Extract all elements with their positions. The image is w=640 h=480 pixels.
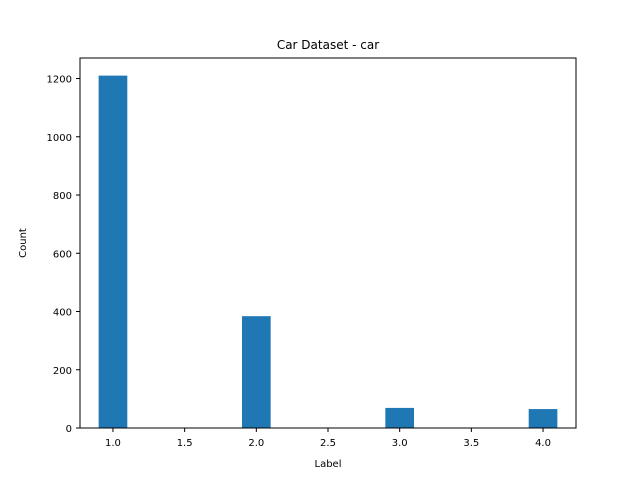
y-tick-label: 1200 — [47, 75, 72, 86]
x-axis-ticks: 1.0 1.5 2.0 2.5 3.0 3.5 4.0 — [105, 428, 551, 449]
chart-title: Car Dataset - car — [277, 38, 379, 52]
bars-group — [98, 75, 558, 428]
x-tick-label: 2.0 — [248, 438, 264, 449]
x-tick-label: 3.0 — [392, 438, 408, 449]
x-axis-label: Label — [315, 459, 342, 470]
x-tick-label: 2.5 — [320, 438, 336, 449]
y-tick-label: 0 — [66, 424, 72, 435]
x-tick-label: 1.5 — [177, 438, 193, 449]
y-tick-label: 200 — [53, 366, 72, 377]
bar-3 — [528, 409, 558, 428]
x-tick-label: 3.5 — [463, 438, 479, 449]
bar-1 — [241, 316, 271, 428]
x-tick-label: 4.0 — [535, 438, 551, 449]
y-tick-label: 600 — [53, 249, 72, 260]
y-tick-label: 1000 — [47, 133, 72, 144]
y-tick-label: 800 — [53, 191, 72, 202]
x-tick-label: 1.0 — [105, 438, 121, 449]
y-axis-label: Count — [18, 228, 29, 258]
y-tick-label: 400 — [53, 308, 72, 319]
bar-0 — [98, 75, 128, 428]
y-axis-ticks: 0 200 400 600 800 1000 1200 — [47, 75, 80, 435]
plot-frame — [79, 57, 577, 429]
bar-2 — [385, 407, 415, 428]
